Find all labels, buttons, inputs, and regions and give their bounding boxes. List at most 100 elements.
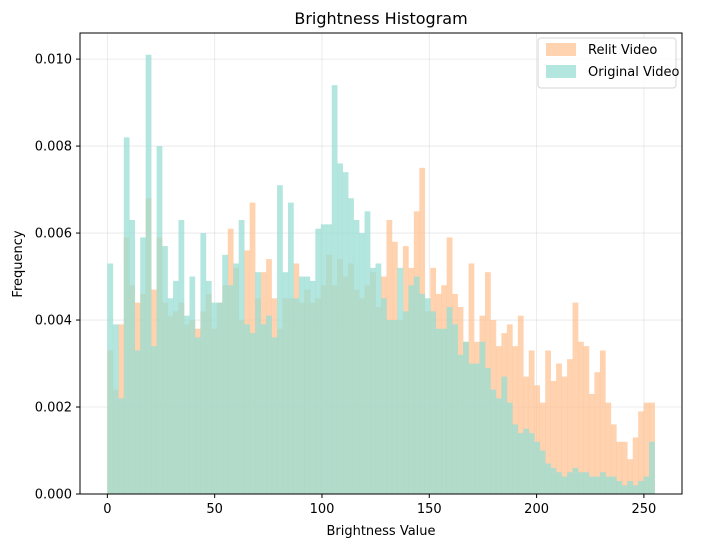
histogram-bar bbox=[649, 441, 655, 494]
histogram-bar bbox=[632, 485, 639, 494]
y-tick-label: 0.006 bbox=[35, 227, 72, 242]
histogram-bar bbox=[561, 476, 568, 494]
x-tick-label: 0 bbox=[103, 502, 111, 517]
histogram-bar bbox=[588, 393, 595, 494]
y-tick-label: 0.002 bbox=[35, 401, 72, 416]
histogram-bar bbox=[490, 389, 497, 494]
histogram-bar bbox=[282, 272, 289, 494]
histogram-bar bbox=[474, 363, 480, 494]
histogram-bar bbox=[249, 333, 256, 494]
x-tick-label: 200 bbox=[524, 502, 549, 517]
histogram-bar bbox=[583, 472, 590, 494]
histogram-bar bbox=[189, 276, 196, 494]
histogram-bar bbox=[337, 163, 343, 495]
histogram-bar bbox=[293, 298, 300, 494]
histogram-bar bbox=[211, 302, 218, 494]
histogram-bar bbox=[578, 341, 584, 494]
histogram-bar bbox=[129, 220, 136, 494]
histogram-bar bbox=[539, 402, 546, 494]
histogram-bar bbox=[342, 172, 349, 495]
y-axis-ticks: 0.000 0.002 0.004 0.006 0.008 0.010 bbox=[35, 53, 80, 503]
histogram-bar bbox=[118, 398, 125, 494]
histogram-bar bbox=[222, 254, 229, 494]
y-tick-label: 0.008 bbox=[35, 140, 72, 155]
histogram-bar bbox=[632, 437, 639, 494]
x-tick-label: 250 bbox=[631, 502, 656, 517]
histogram-bar bbox=[643, 476, 650, 494]
histogram-bar bbox=[539, 450, 546, 494]
histogram-bar bbox=[594, 476, 601, 494]
histogram-bar bbox=[599, 350, 606, 494]
histogram-bar bbox=[233, 263, 240, 494]
histogram-bar bbox=[621, 441, 628, 494]
histogram-bar bbox=[484, 367, 491, 494]
histogram-bar bbox=[134, 350, 141, 494]
y-tick-label: 0.010 bbox=[35, 53, 72, 68]
histogram-bar bbox=[495, 398, 502, 494]
histogram-bar bbox=[446, 306, 453, 494]
histogram-bar bbox=[441, 328, 447, 494]
histogram-bar bbox=[572, 302, 579, 494]
histogram-bar bbox=[616, 441, 623, 494]
histogram-bar bbox=[430, 311, 437, 494]
histogram-bar bbox=[320, 224, 327, 494]
histogram-bar bbox=[167, 298, 174, 494]
histogram-bar bbox=[271, 337, 278, 494]
histogram-bar bbox=[304, 276, 311, 494]
y-tick-label: 0.004 bbox=[35, 314, 72, 329]
histogram-bar bbox=[386, 320, 393, 494]
histogram-bar bbox=[244, 324, 250, 494]
histogram-bar bbox=[205, 280, 212, 494]
histogram-bar bbox=[605, 402, 612, 494]
histogram-bar bbox=[140, 237, 146, 495]
histogram-bar bbox=[277, 185, 283, 494]
histogram-bar bbox=[556, 472, 562, 494]
series-original-video bbox=[107, 54, 655, 495]
legend-label-relit-video: Relit Video bbox=[588, 43, 657, 58]
histogram-bar bbox=[517, 433, 524, 494]
histogram-bar bbox=[468, 363, 475, 494]
histogram-bar bbox=[583, 346, 590, 494]
histogram-bar bbox=[534, 385, 541, 494]
histogram-bar bbox=[534, 441, 541, 494]
histogram-bar bbox=[627, 459, 634, 494]
histogram-bar bbox=[638, 480, 644, 494]
histogram-bar bbox=[359, 233, 365, 494]
histogram-bar bbox=[397, 267, 404, 494]
histogram-bar bbox=[408, 285, 415, 494]
histogram-bar bbox=[610, 424, 617, 494]
histogram-bar bbox=[260, 324, 267, 494]
histogram-bar bbox=[528, 433, 535, 494]
histogram-bar bbox=[266, 315, 272, 494]
histogram-bar bbox=[463, 341, 469, 494]
histogram-bar bbox=[424, 298, 431, 494]
histogram-bar bbox=[452, 324, 458, 494]
histogram-bar bbox=[200, 233, 207, 494]
histogram-bar bbox=[348, 198, 354, 494]
histogram-bar bbox=[556, 363, 562, 494]
histogram-bar bbox=[123, 137, 130, 494]
histogram-bar bbox=[156, 146, 163, 494]
histogram-bar bbox=[375, 263, 382, 494]
histogram-bar bbox=[561, 376, 568, 494]
histogram-bar bbox=[353, 220, 360, 494]
x-tick-label: 100 bbox=[310, 502, 335, 517]
histogram-bar bbox=[643, 402, 650, 494]
histogram-bar bbox=[621, 485, 628, 494]
histogram-bar bbox=[588, 476, 595, 494]
histogram-bar bbox=[402, 311, 409, 494]
histogram-bar bbox=[255, 272, 261, 494]
histogram-bar bbox=[517, 315, 524, 494]
histogram-bar bbox=[227, 285, 234, 494]
histogram-bar bbox=[370, 267, 376, 494]
legend: Relit Video Original Video bbox=[537, 37, 679, 89]
histogram-bar bbox=[479, 341, 486, 494]
y-tick-label: 0.000 bbox=[35, 488, 72, 503]
histogram-bar bbox=[419, 293, 426, 494]
histogram-bar bbox=[550, 467, 557, 494]
histogram-bar bbox=[435, 328, 442, 494]
histogram-bar bbox=[391, 320, 398, 494]
histogram-bar bbox=[216, 302, 223, 494]
histogram-bar bbox=[545, 463, 551, 494]
